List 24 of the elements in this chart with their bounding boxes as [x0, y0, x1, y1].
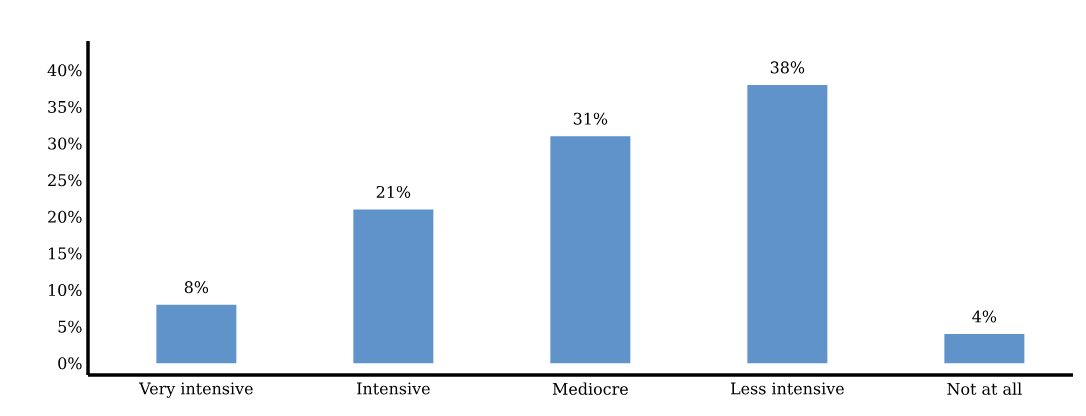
y-tick-label: 25%: [48, 174, 82, 187]
y-tick-label: 40%: [47, 64, 82, 77]
x-tick-label: Very intensive: [139, 382, 253, 398]
x-tick-label: Not at all: [947, 382, 1022, 395]
bar: [944, 333, 1025, 364]
data-label: 38%: [770, 61, 805, 74]
y-tick-label: 5%: [58, 320, 82, 333]
bar: [353, 209, 434, 364]
y-tick-label: 20%: [48, 210, 82, 223]
data-label: 31%: [573, 112, 608, 125]
data-label: 8%: [184, 281, 209, 294]
x-tick-label: Intensive: [357, 382, 430, 395]
y-tick-label: 10%: [49, 284, 82, 297]
x-tick-label: Less intensive: [730, 382, 844, 395]
y-tick-label: 0%: [58, 357, 82, 370]
data-label: 21%: [376, 185, 411, 198]
bar: [747, 84, 828, 364]
y-tick-label: 35%: [48, 100, 82, 113]
data-label: 4%: [972, 310, 997, 323]
bar: [550, 136, 631, 364]
x-tick-label: Mediocre: [552, 382, 628, 395]
y-tick-label: 15%: [49, 247, 82, 260]
bar: [156, 304, 237, 364]
y-tick-label: 30%: [48, 137, 82, 150]
